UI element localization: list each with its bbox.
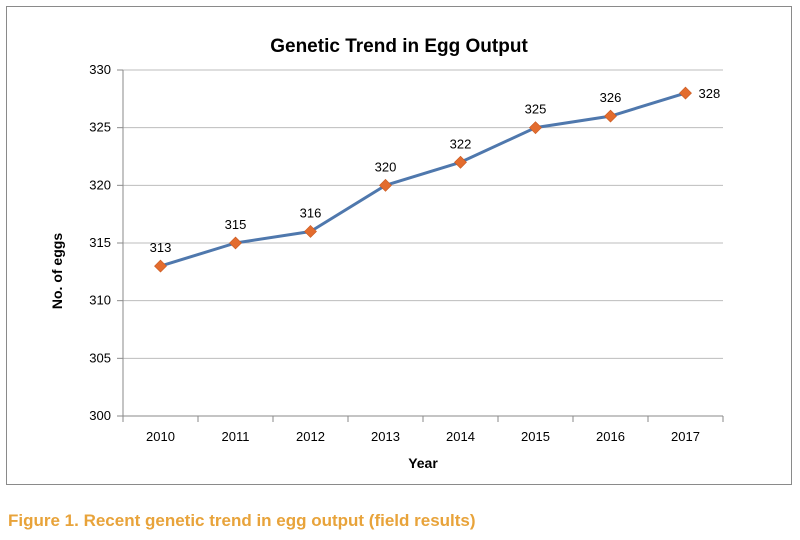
y-axis-label: No. of eggs bbox=[49, 233, 65, 309]
series-line bbox=[160, 91, 686, 268]
data-point-marker bbox=[604, 109, 617, 123]
data-label: 313 bbox=[150, 240, 172, 255]
data-point-marker bbox=[304, 225, 317, 238]
data-label: 322 bbox=[450, 136, 472, 151]
data-label: 316 bbox=[300, 205, 322, 220]
data-point-marker bbox=[454, 155, 467, 169]
y-tick-label: 330 bbox=[89, 62, 111, 77]
x-tick-label: 2017 bbox=[671, 429, 700, 444]
x-tick-label: 2015 bbox=[521, 429, 550, 444]
line-chart: Genetic Trend in Egg Output Year No. of … bbox=[49, 36, 724, 471]
x-tick-label: 2011 bbox=[222, 429, 250, 444]
x-tick-label: 2010 bbox=[146, 429, 175, 444]
data-label: 315 bbox=[225, 217, 247, 232]
data-label: 328 bbox=[699, 86, 721, 101]
chart-frame: Genetic Trend in Egg Output Year No. of … bbox=[6, 6, 792, 485]
x-tick-label: 2014 bbox=[446, 429, 475, 444]
y-tick-label: 315 bbox=[89, 235, 111, 250]
y-tick-label: 305 bbox=[89, 350, 111, 365]
y-tick-label: 310 bbox=[89, 293, 111, 308]
y-tick-label: 320 bbox=[89, 177, 111, 192]
data-point-marker bbox=[154, 259, 167, 273]
data-point-marker bbox=[529, 121, 542, 135]
data-point-marker bbox=[229, 236, 242, 250]
x-tick-label: 2013 bbox=[371, 429, 400, 444]
x-axis-label: Year bbox=[408, 455, 438, 471]
figure-caption: Figure 1. Recent genetic trend in egg ou… bbox=[8, 511, 476, 530]
chart-title: Genetic Trend in Egg Output bbox=[270, 36, 528, 57]
data-label: 326 bbox=[600, 90, 622, 105]
data-point-marker bbox=[379, 178, 392, 192]
x-tick-label: 2012 bbox=[296, 429, 325, 444]
y-tick-label: 300 bbox=[89, 408, 111, 423]
data-label: 320 bbox=[375, 159, 397, 174]
data-point-marker bbox=[679, 86, 692, 100]
data-label: 325 bbox=[525, 102, 547, 117]
x-tick-label: 2016 bbox=[596, 429, 625, 444]
y-tick-label: 325 bbox=[89, 120, 111, 135]
